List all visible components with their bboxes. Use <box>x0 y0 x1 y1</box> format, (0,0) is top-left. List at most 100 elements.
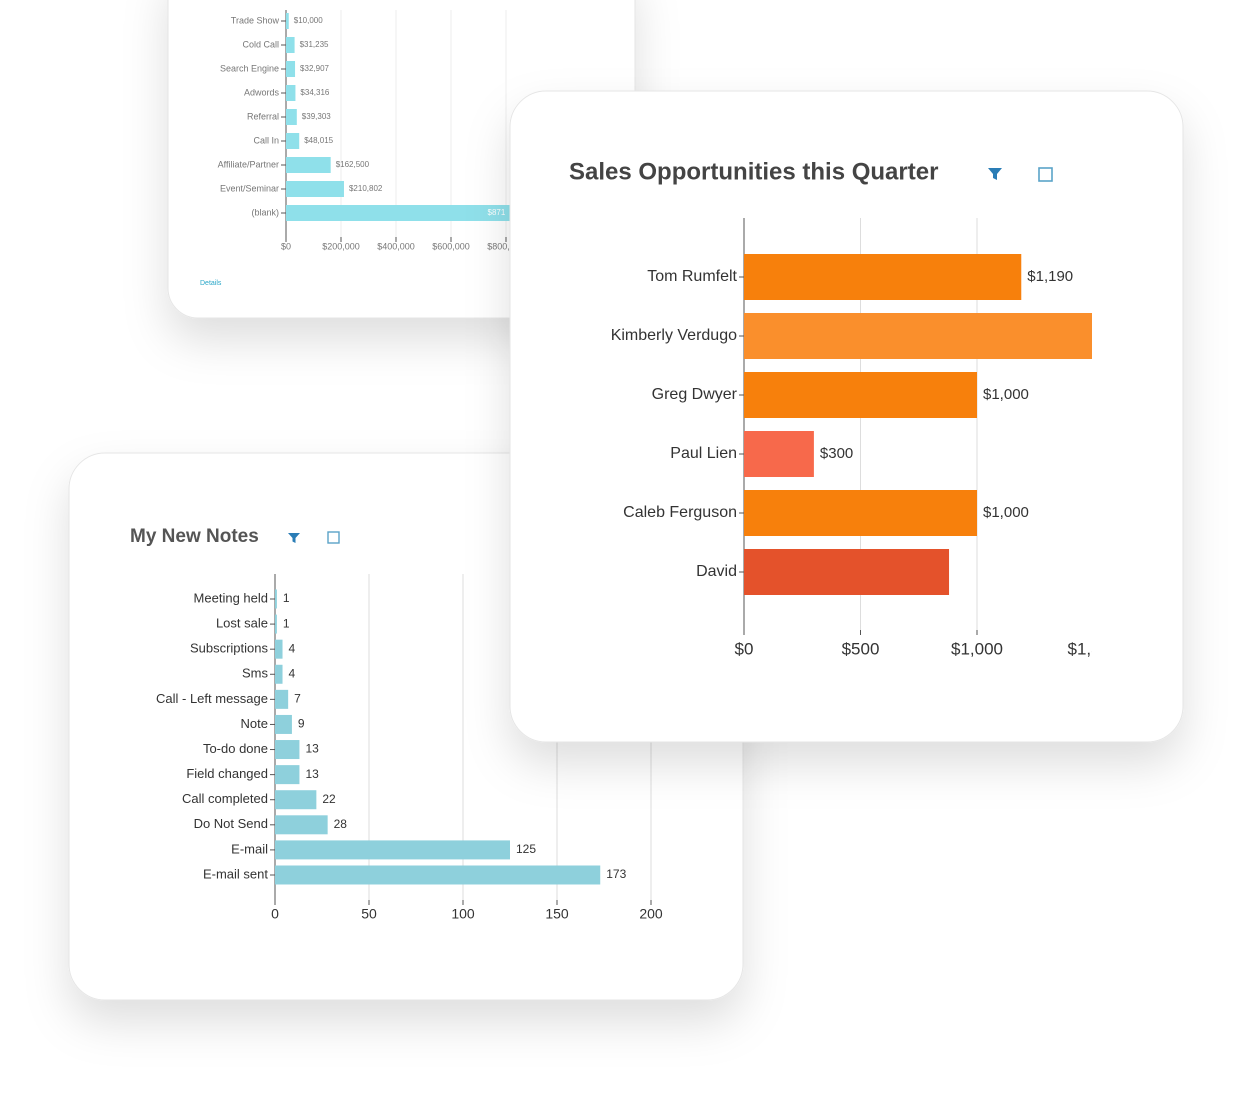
filter-icon[interactable] <box>988 168 1002 180</box>
y-tick-label: Call In <box>253 135 279 145</box>
x-tick-label: $600,000 <box>432 241 470 251</box>
y-tick-label: Paul Lien <box>670 445 737 462</box>
x-tick-label: 100 <box>451 906 475 922</box>
bar <box>744 490 977 536</box>
y-tick-label: Search Engine <box>220 63 279 73</box>
data-label: $1,190 <box>1027 268 1073 285</box>
bar <box>744 431 814 477</box>
bar <box>275 714 292 734</box>
bar <box>744 254 1022 300</box>
y-tick-label: David <box>696 563 737 580</box>
bar <box>275 840 510 860</box>
bar <box>275 765 300 785</box>
data-label: $210,802 <box>349 184 383 193</box>
bar <box>286 37 295 53</box>
edit-icon[interactable] <box>1038 167 1053 182</box>
y-tick-label: Kimberly Verdugo <box>611 327 737 344</box>
x-tick-label: 0 <box>271 906 279 922</box>
bar <box>286 181 344 197</box>
y-tick-label: Affiliate/Partner <box>218 159 279 169</box>
bar <box>275 815 328 835</box>
bar <box>275 664 283 684</box>
y-tick-label: Do Not Send <box>194 816 268 831</box>
bar <box>744 313 1092 359</box>
data-label: $10,000 <box>294 16 323 25</box>
data-label: 13 <box>305 742 319 756</box>
y-tick-label: Trade Show <box>231 15 280 25</box>
bar <box>286 205 526 221</box>
x-tick-label: $0 <box>281 241 291 251</box>
y-tick-label: Field changed <box>186 766 268 781</box>
y-tick-label: Lost sale <box>216 616 268 631</box>
edit-icon[interactable] <box>327 531 340 544</box>
data-label: $300 <box>820 445 853 462</box>
bar <box>275 614 277 634</box>
data-label: 4 <box>289 666 296 680</box>
y-tick-label: Tom Rumfelt <box>647 268 737 285</box>
data-label: 4 <box>289 641 296 655</box>
x-tick-label: $1,500 <box>1068 639 1120 658</box>
bar <box>286 133 300 149</box>
details-link[interactable]: Details <box>200 280 222 287</box>
bar <box>286 157 331 173</box>
y-tick-label: Note <box>241 716 268 731</box>
y-tick-label: Call - Left message <box>156 691 268 706</box>
bar <box>275 639 283 659</box>
plot: $0 $500 $1,000 $1,500 Tom Rumfelt $1,190 Kimbe… <box>611 218 1120 658</box>
data-label: 173 <box>606 867 626 881</box>
bar <box>286 109 297 125</box>
bar <box>286 13 289 29</box>
bar <box>275 740 300 760</box>
data-label: $39,303 <box>302 112 331 121</box>
x-tick-label: $0 <box>735 639 754 658</box>
data-label: 125 <box>516 842 536 856</box>
y-tick-label: E-mail <box>231 841 268 856</box>
y-tick-label: Referral <box>247 111 279 121</box>
y-tick-label: Event/Seminar <box>220 183 279 193</box>
data-label: $48,015 <box>304 136 333 145</box>
y-tick-label: Subscriptions <box>190 641 269 656</box>
data-label: 1 <box>283 616 290 630</box>
data-label: 7 <box>294 692 301 706</box>
data-label: $31,235 <box>300 40 329 49</box>
data-label: 1 <box>283 591 290 605</box>
x-tick-label: $1,000 <box>951 639 1003 658</box>
bar <box>275 865 601 885</box>
bar <box>275 790 317 810</box>
y-tick-label: (blank) <box>251 207 279 217</box>
x-tick-label: 150 <box>545 906 569 922</box>
data-label: 28 <box>334 817 348 831</box>
data-label: $32,907 <box>300 64 329 73</box>
x-tick-label: $800,000 <box>487 241 525 251</box>
x-tick-label: $400,000 <box>377 241 415 251</box>
bar <box>744 372 977 418</box>
x-tick-label: 50 <box>361 906 377 922</box>
bar <box>275 689 289 709</box>
y-tick-label: Caleb Ferguson <box>623 504 737 521</box>
chart-title: My New Notes <box>130 526 259 547</box>
bar <box>286 85 296 101</box>
chart-title: Sales Opportunities this Quarter <box>569 158 938 185</box>
data-label: $34,316 <box>300 88 329 97</box>
data-label: 13 <box>305 767 319 781</box>
filter-icon[interactable] <box>288 533 300 543</box>
y-tick-label: E-mail sent <box>203 866 268 881</box>
x-tick-label: $200,000 <box>322 241 360 251</box>
y-tick-label: Cold Call <box>242 39 279 49</box>
data-label: 9 <box>298 717 305 731</box>
y-tick-label: Adwords <box>244 87 280 97</box>
bar <box>744 549 950 595</box>
y-tick-label: Call completed <box>182 791 268 806</box>
x-tick-label: 200 <box>639 906 663 922</box>
y-tick-label: Greg Dwyer <box>652 386 738 403</box>
data-label: $162,500 <box>336 160 370 169</box>
y-tick-label: Sms <box>242 666 269 681</box>
data-label: $1,000 <box>983 386 1029 403</box>
card-sales-opportunities: Sales Opportunities this Quarter $0 $500 $… <box>509 90 1184 743</box>
data-label: 22 <box>322 792 336 806</box>
bar <box>275 589 277 609</box>
data-label: $1,000 <box>983 504 1029 521</box>
data-label: $871 <box>488 208 506 217</box>
bar <box>286 61 296 77</box>
